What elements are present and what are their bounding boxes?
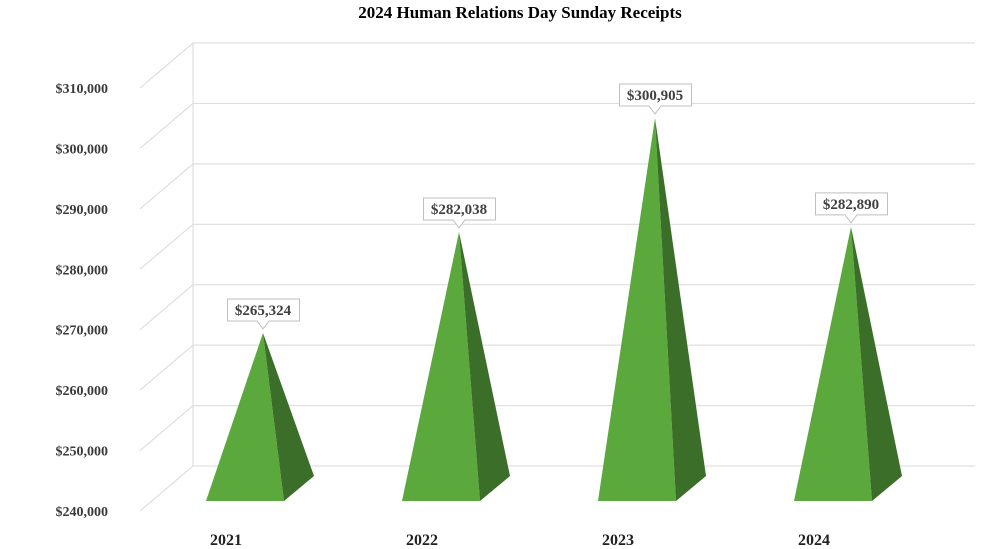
data-label-value: $300,905 — [627, 88, 683, 104]
data-label-2024: $282,890 — [815, 192, 888, 224]
data-label-2021: $265,324 — [227, 298, 300, 330]
gridline-side — [139, 344, 194, 391]
gridline-side — [139, 284, 194, 331]
data-label-value: $282,038 — [431, 202, 487, 218]
x-tick-label: 2021 — [210, 532, 242, 549]
gridline-side — [139, 42, 194, 89]
bar-2024 — [794, 226, 902, 502]
x-tick-label: 2023 — [602, 532, 634, 549]
data-label-value: $265,324 — [235, 303, 292, 319]
bar-side-face — [459, 231, 510, 501]
bar-2021 — [206, 332, 314, 501]
bar-side-face — [655, 117, 706, 502]
chart-title: 2024 Human Relations Day Sunday Receipts — [358, 3, 682, 22]
y-tick-label: $270,000 — [56, 324, 109, 339]
data-label-box — [815, 192, 888, 224]
gridline-side — [139, 103, 194, 149]
bar-side-face — [851, 226, 902, 502]
bar-side-face — [263, 332, 314, 501]
y-axis-tick-labels: $240,000 $250,000 $260,000 $270,000 $280,000… — [56, 82, 109, 520]
x-tick-label: 2022 — [406, 532, 438, 549]
y-tick-label: $280,000 — [56, 263, 109, 278]
x-tick-label: 2024 — [798, 532, 830, 549]
bar-front-face — [598, 117, 676, 502]
y-tick-label: $310,000 — [56, 82, 109, 97]
bar-front-face — [794, 226, 872, 502]
bar-front-face — [402, 231, 480, 501]
gridline-side — [139, 163, 194, 210]
data-label-box — [619, 83, 692, 115]
data-label-2022: $282,038 — [423, 197, 496, 229]
gridline-side — [139, 465, 194, 512]
gridlines — [139, 42, 975, 512]
data-labels: $265,324 $282,038 $300,905 $282,890 — [227, 83, 888, 330]
y-tick-label: $300,000 — [56, 142, 109, 157]
y-tick-label: $250,000 — [56, 445, 109, 460]
bars — [206, 117, 902, 502]
x-axis-tick-labels: 2021 2022 2023 2024 — [210, 532, 830, 549]
data-label-box — [423, 197, 496, 229]
gridline-side — [139, 223, 194, 270]
data-label-2023: $300,905 — [619, 83, 692, 115]
y-tick-label: $290,000 — [56, 203, 109, 218]
y-tick-label: $260,000 — [56, 384, 109, 399]
bar-2022 — [402, 231, 510, 501]
gridline-side — [139, 405, 194, 451]
y-tick-label: $240,000 — [56, 505, 109, 520]
data-label-value: $282,890 — [823, 197, 879, 213]
bar-2023 — [598, 117, 706, 502]
bar-front-face — [206, 332, 284, 501]
data-label-box — [227, 298, 300, 330]
